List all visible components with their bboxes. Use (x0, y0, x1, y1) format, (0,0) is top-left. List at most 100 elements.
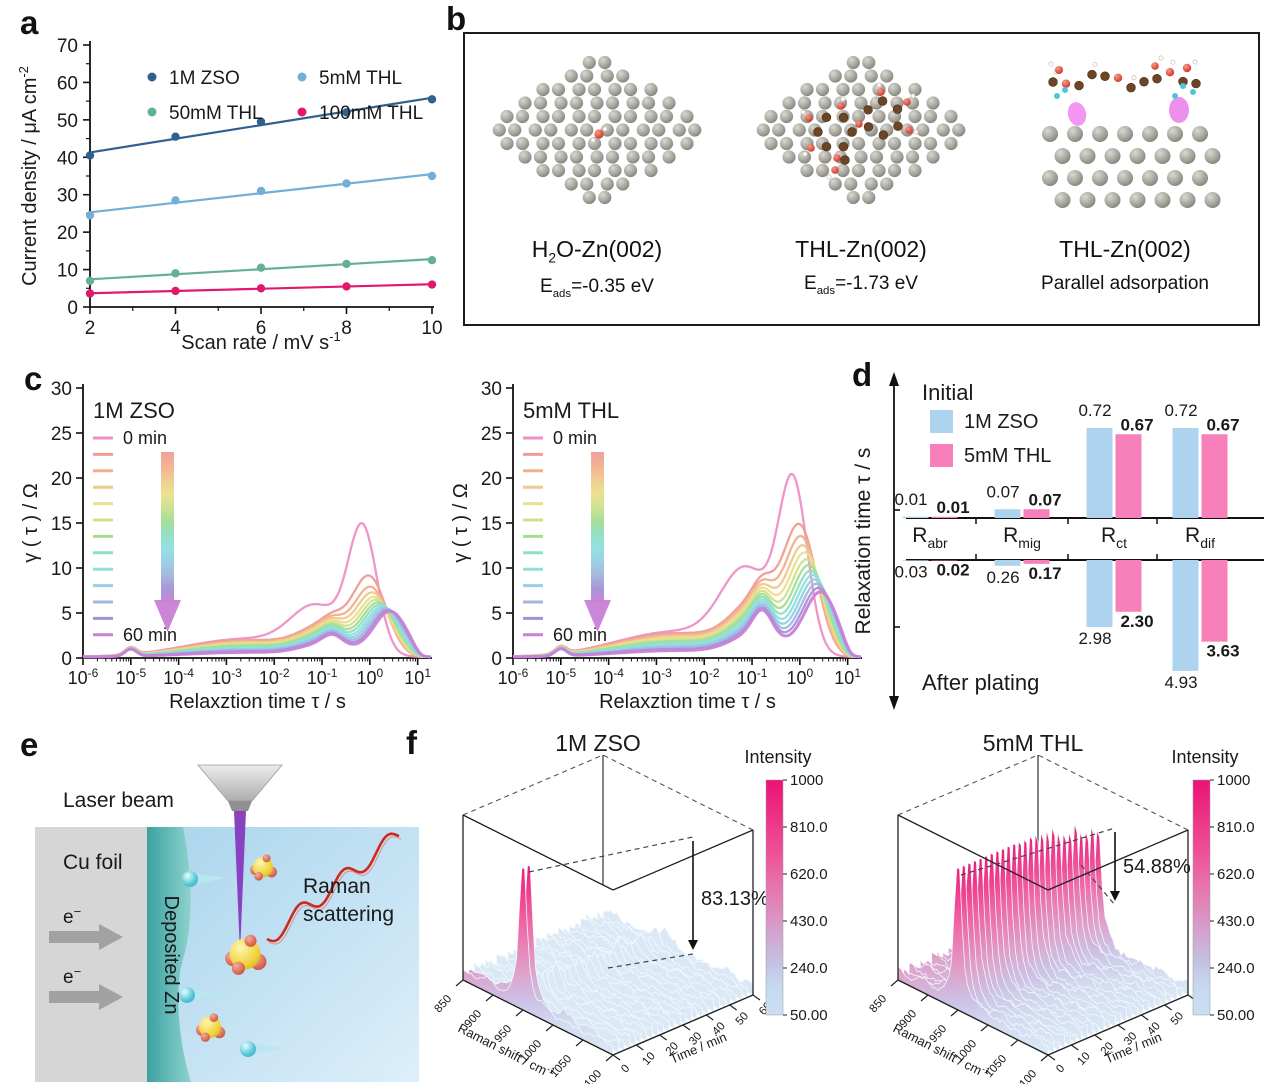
panel-label-c: c (24, 360, 43, 397)
svg-text:30: 30 (51, 379, 72, 400)
svg-text:10-1: 10-1 (307, 666, 338, 688)
svg-text:5mM THL: 5mM THL (983, 730, 1084, 756)
svg-text:0 min: 0 min (553, 428, 597, 448)
svg-text:25: 25 (51, 424, 72, 445)
svg-text:0.03: 0.03 (894, 563, 927, 582)
svg-text:620.0: 620.0 (790, 866, 828, 883)
svg-text:430.0: 430.0 (1217, 913, 1255, 930)
svg-text:10-3: 10-3 (211, 666, 242, 688)
panel-label-d: d (852, 356, 873, 393)
svg-text:2.98: 2.98 (1078, 629, 1111, 648)
svg-text:50: 50 (734, 1010, 751, 1028)
svg-text:10-6: 10-6 (68, 666, 99, 688)
svg-text:54.88%: 54.88% (1123, 856, 1191, 878)
svg-text:60: 60 (57, 73, 78, 94)
svg-text:5: 5 (491, 604, 502, 625)
svg-text:scattering: scattering (303, 903, 394, 926)
svg-text:10-1: 10-1 (737, 666, 768, 688)
panel-label-e: e (20, 726, 39, 763)
svg-text:10-3: 10-3 (641, 666, 672, 688)
svg-text:0.01: 0.01 (894, 490, 927, 509)
svg-text:0.07: 0.07 (986, 482, 1019, 501)
molecular-model-thl-parallel (1042, 55, 1221, 208)
svg-text:101: 101 (834, 666, 861, 688)
svg-text:10-5: 10-5 (545, 666, 576, 688)
svg-text:40: 40 (57, 148, 78, 169)
panel-b-dft-box: H2O-Zn(002) Eads=-0.35 eV THL-Zn(002) Ea… (463, 32, 1260, 326)
svg-text:4.93: 4.93 (1164, 673, 1197, 692)
svg-text:Rmig: Rmig (1003, 524, 1041, 551)
svg-text:10: 10 (51, 559, 72, 580)
svg-text:83.13%: 83.13% (701, 888, 769, 910)
dft-figure-thl-side: THL-Zn(002) Parallel adsorpation (993, 34, 1257, 324)
svg-text:6: 6 (256, 318, 267, 339)
svg-text:1M ZSO: 1M ZSO (169, 68, 240, 89)
svg-text:50: 50 (57, 111, 78, 132)
svg-text:15: 15 (51, 514, 72, 535)
panel-c-drt-thl: 0 5 10 15 20 25 30 10-6 10-5 10-4 10-3 10-2 10-1 100 1… (445, 362, 870, 724)
svg-text:1000: 1000 (790, 772, 823, 789)
svg-text:25: 25 (481, 424, 502, 445)
panel-f-surface-zso: 1M ZSO8509009501000105011000102030405060… (398, 725, 843, 1084)
svg-text:5mM THL: 5mM THL (319, 68, 402, 89)
svg-text:0.01: 0.01 (936, 498, 969, 517)
svg-text:50.00: 50.00 (790, 1007, 828, 1024)
svg-text:1100: 1100 (1014, 1068, 1039, 1084)
svg-text:50: 50 (1169, 1010, 1186, 1028)
adsorption-energy-label: Eads=-0.35 eV (540, 275, 654, 300)
svg-text:20: 20 (481, 469, 502, 490)
svg-text:γ ( τ ) / Ω: γ ( τ ) / Ω (450, 483, 472, 563)
svg-text:Relaxation time τ / s: Relaxation time τ / s (852, 448, 875, 635)
panel-label-f: f (406, 724, 417, 761)
panel-a-cv-chart: 0 10 20 30 40 50 60 70 2 4 6 8 10 Scan rate / mV s-1 C… (10, 5, 443, 362)
svg-text:15: 15 (481, 514, 502, 535)
panel-e-raman-schematic: Cu foil Deposited Zn e− e− Laser beam Raman sc… (5, 727, 430, 1084)
svg-text:10-5: 10-5 (115, 666, 146, 688)
svg-text:0.07: 0.07 (1028, 490, 1061, 509)
svg-text:10-4: 10-4 (163, 666, 194, 688)
svg-text:60 min: 60 min (123, 625, 177, 645)
svg-text:γ ( τ ) / Ω: γ ( τ ) / Ω (20, 483, 42, 563)
adsorption-energy-label: Eads=-1.73 eV (804, 273, 918, 297)
svg-text:Laser beam: Laser beam (63, 789, 174, 812)
panel-d-relaxation-bars: Relaxation time τ / s Initial After platin… (848, 360, 1268, 723)
svg-text:1000: 1000 (1217, 772, 1250, 789)
svg-text:0.72: 0.72 (1164, 401, 1197, 420)
dft-figure-h2o: H2O-Zn(002) Eads=-0.35 eV (465, 34, 729, 324)
svg-text:2: 2 (85, 318, 96, 339)
svg-text:0 min: 0 min (123, 428, 167, 448)
svg-text:810.0: 810.0 (1217, 819, 1255, 836)
svg-text:850: 850 (432, 993, 454, 1015)
svg-text:0: 0 (61, 649, 72, 670)
svg-text:Cu foil: Cu foil (63, 851, 123, 874)
molecular-model-h2o-zn002 (492, 55, 702, 205)
svg-text:50.00: 50.00 (1217, 1007, 1255, 1024)
svg-text:0: 0 (1054, 1063, 1067, 1076)
svg-text:100: 100 (356, 666, 383, 688)
svg-text:0: 0 (491, 649, 502, 670)
svg-text:5: 5 (61, 604, 72, 625)
svg-text:Intensity: Intensity (1171, 747, 1238, 767)
svg-text:Deposited Zn: Deposited Zn (160, 896, 182, 1015)
svg-text:1M ZSO: 1M ZSO (93, 398, 175, 423)
svg-text:8: 8 (341, 318, 352, 339)
svg-text:Initial: Initial (922, 380, 973, 405)
svg-text:10: 10 (640, 1050, 657, 1068)
svg-text:810.0: 810.0 (790, 819, 828, 836)
svg-text:100mM THL: 100mM THL (319, 103, 423, 124)
model-title: THL-Zn(002) (795, 236, 927, 262)
dft-figure-thl-top: THL-Zn(002) Eads=-1.73 eV (729, 34, 993, 324)
svg-text:1M ZSO: 1M ZSO (555, 730, 641, 756)
svg-text:0.26: 0.26 (986, 568, 1019, 587)
svg-text:0: 0 (67, 298, 78, 319)
adsorption-mode-label: Parallel adsorpation (1041, 273, 1209, 294)
svg-text:30: 30 (57, 186, 78, 207)
svg-text:Rct: Rct (1101, 524, 1127, 551)
svg-text:50mM THL: 50mM THL (169, 103, 263, 124)
svg-text:240.0: 240.0 (790, 960, 828, 977)
svg-text:e−: e− (63, 964, 81, 988)
svg-text:10-6: 10-6 (498, 666, 529, 688)
svg-text:0.67: 0.67 (1206, 415, 1239, 434)
svg-text:Rabr: Rabr (912, 524, 948, 551)
